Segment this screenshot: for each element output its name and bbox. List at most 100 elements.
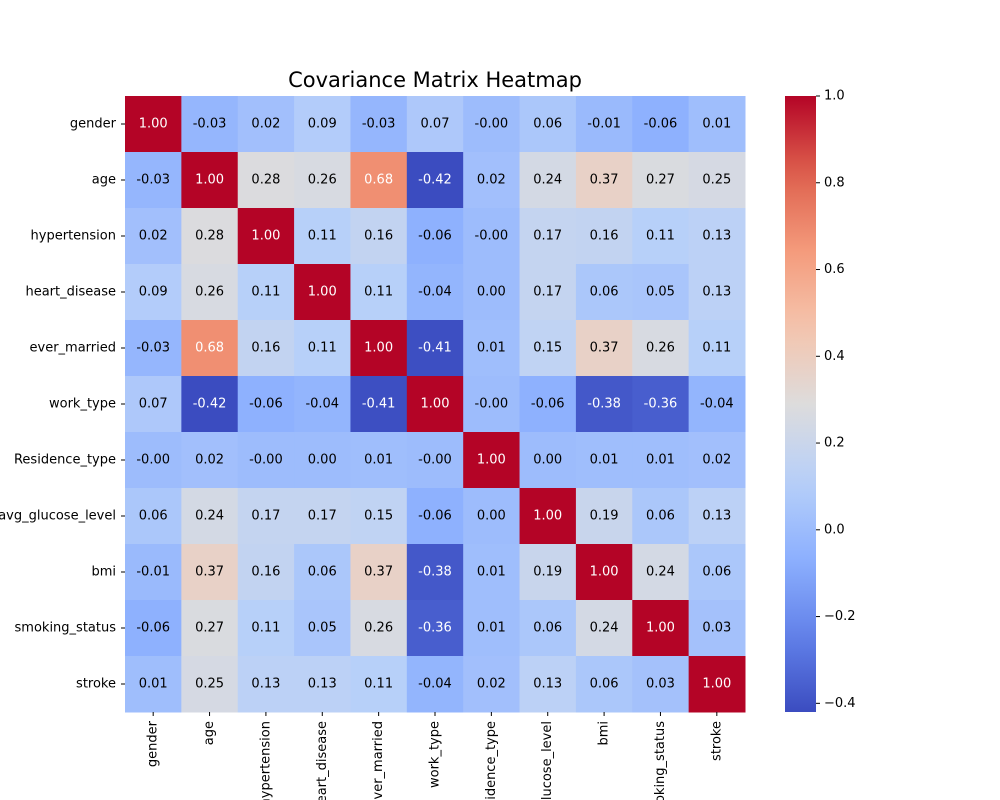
heatmap-cell bbox=[350, 600, 408, 657]
heatmap-cell bbox=[237, 264, 295, 321]
y-tick-label: work_type bbox=[49, 397, 116, 412]
heatmap-cell bbox=[181, 656, 239, 713]
cell-label: -0.38 bbox=[587, 397, 621, 412]
cell-label: 0.26 bbox=[646, 341, 675, 356]
cell-label: 0.15 bbox=[364, 509, 393, 524]
heatmap-cell bbox=[519, 320, 577, 377]
cell-label: -0.04 bbox=[418, 677, 452, 692]
heatmap-cell bbox=[350, 320, 408, 377]
heatmap-cell bbox=[294, 264, 351, 321]
y-tick-label: age bbox=[92, 173, 116, 188]
heatmap-cell bbox=[125, 488, 182, 545]
heatmap-cell bbox=[294, 96, 351, 153]
heatmap-cell bbox=[294, 600, 351, 657]
heatmap-cell bbox=[519, 96, 577, 153]
cell-label: 0.05 bbox=[308, 621, 337, 636]
cell-label: -0.01 bbox=[587, 117, 621, 132]
cell-label: 0.37 bbox=[195, 565, 224, 580]
y-tick-label: hypertension bbox=[31, 229, 116, 244]
x-tick-label: smoking_status bbox=[653, 721, 668, 800]
heatmap-cell bbox=[519, 488, 577, 545]
heatmap-cell bbox=[575, 96, 633, 153]
heatmap-cell bbox=[406, 96, 464, 153]
heatmap-cell bbox=[406, 432, 464, 489]
cell-label: -0.04 bbox=[700, 397, 734, 412]
cell-label: 0.00 bbox=[477, 509, 506, 524]
cell-label: 0.13 bbox=[308, 677, 337, 692]
cell-label: 0.03 bbox=[702, 621, 731, 636]
heatmap-cell bbox=[463, 264, 521, 321]
cell-label: 0.11 bbox=[364, 677, 393, 692]
heatmap-cell bbox=[575, 320, 633, 377]
cell-label: -0.03 bbox=[362, 117, 396, 132]
cell-label: 0.11 bbox=[308, 341, 337, 356]
cell-label: 1.00 bbox=[702, 677, 731, 692]
heatmap-cell bbox=[350, 208, 408, 265]
cell-label: 0.02 bbox=[195, 453, 224, 468]
x-tick-label: avg_glucose_level bbox=[540, 721, 555, 800]
y-tick-label: ever_married bbox=[30, 341, 117, 356]
heatmap-cell bbox=[632, 96, 690, 153]
cell-label: 0.16 bbox=[364, 229, 393, 244]
heatmap-cell bbox=[632, 264, 690, 321]
cell-label: 0.06 bbox=[702, 565, 731, 580]
cell-label: 0.06 bbox=[646, 509, 675, 524]
colorbar-tick-label: 0.6 bbox=[824, 262, 845, 277]
heatmap-cell bbox=[181, 376, 239, 433]
heatmap-cell bbox=[125, 376, 182, 433]
cell-label: 0.13 bbox=[251, 677, 280, 692]
cell-label: 0.01 bbox=[364, 453, 393, 468]
heatmap-cell bbox=[294, 488, 351, 545]
cell-label: 0.06 bbox=[139, 509, 168, 524]
x-tick-label: hypertension bbox=[258, 721, 273, 800]
heatmap-cell bbox=[350, 96, 408, 153]
cell-label: 0.02 bbox=[251, 117, 280, 132]
heatmap-cell bbox=[237, 600, 295, 657]
heatmap-cell bbox=[181, 488, 239, 545]
cell-label: -0.06 bbox=[531, 397, 565, 412]
heatmap-cell bbox=[294, 432, 351, 489]
cell-label: 0.06 bbox=[533, 117, 562, 132]
cell-label: 0.68 bbox=[195, 341, 224, 356]
colorbar-tick-label: 0.0 bbox=[824, 522, 845, 537]
heatmap-cell bbox=[575, 208, 633, 265]
cell-label: 0.02 bbox=[477, 677, 506, 692]
heatmap-cell bbox=[125, 96, 182, 153]
colorbar bbox=[785, 96, 816, 712]
cell-label: 0.02 bbox=[477, 173, 506, 188]
cell-label: 0.01 bbox=[477, 565, 506, 580]
heatmap-cell bbox=[688, 320, 746, 377]
heatmap-cell bbox=[237, 320, 295, 377]
cell-label: 0.11 bbox=[646, 229, 675, 244]
cell-label: 1.00 bbox=[364, 341, 393, 356]
heatmap-cell bbox=[125, 544, 182, 601]
heatmap-cell bbox=[350, 264, 408, 321]
chart-title: Covariance Matrix Heatmap bbox=[288, 68, 582, 92]
cell-label: 0.01 bbox=[139, 677, 168, 692]
heatmap-cell bbox=[688, 432, 746, 489]
heatmap-cell bbox=[406, 656, 464, 713]
x-tick-label: age bbox=[202, 721, 217, 745]
heatmap-cell bbox=[632, 600, 690, 657]
heatmap-cell bbox=[237, 376, 295, 433]
cell-label: -0.41 bbox=[362, 397, 396, 412]
heatmap-cell bbox=[181, 96, 239, 153]
colorbar-tick-label: 0.4 bbox=[824, 349, 845, 364]
cell-label: 0.11 bbox=[251, 285, 280, 300]
heatmap-cell bbox=[688, 152, 746, 209]
heatmap-cell bbox=[406, 544, 464, 601]
heatmap-cell bbox=[125, 432, 182, 489]
heatmap-cell bbox=[688, 376, 746, 433]
cell-label: 0.06 bbox=[590, 285, 619, 300]
cell-label: -0.04 bbox=[305, 397, 339, 412]
cell-label: 0.19 bbox=[533, 565, 562, 580]
colorbar-tick-label: −0.4 bbox=[824, 696, 856, 711]
heatmap-cell bbox=[519, 600, 577, 657]
cell-label: 0.17 bbox=[533, 285, 562, 300]
heatmap-cell bbox=[406, 264, 464, 321]
cell-label: 1.00 bbox=[421, 397, 450, 412]
cell-label: 0.00 bbox=[533, 453, 562, 468]
heatmap-cell bbox=[463, 376, 521, 433]
cell-label: 0.25 bbox=[702, 173, 731, 188]
cell-label: 0.03 bbox=[646, 677, 675, 692]
